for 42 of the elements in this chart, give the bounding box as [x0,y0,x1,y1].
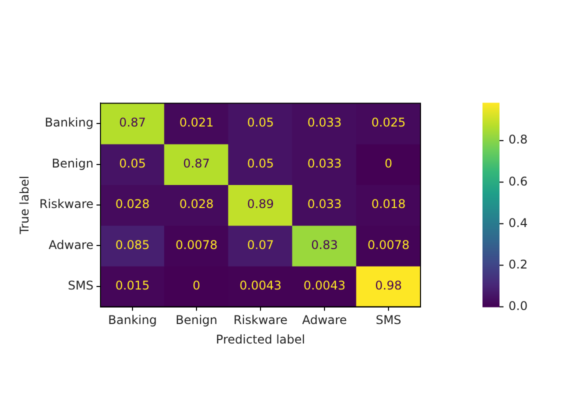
data-label: 0.0078 [175,238,218,252]
data-label: 0 [192,278,200,293]
y-tick-label: Banking [44,116,94,130]
x-tick-label: Benign [176,313,218,328]
data-label: 0.033 [307,197,342,212]
data-label: 0.87 [119,116,146,130]
data-label: 0.05 [247,116,274,130]
x-tick-label: SMS [376,313,402,328]
data-label: 0.0043 [239,278,282,293]
x-tick-label: Riskware [233,313,288,328]
data-label: 0.033 [307,116,342,130]
y-tick-label: SMS [68,278,94,293]
color-bar-label: 0.4 [508,216,528,230]
color-bar-label: 0.8 [508,132,528,147]
y-tick-label: Riskware [39,197,94,212]
y-tick-label: Benign [52,156,94,170]
data-label: 0.028 [179,197,214,212]
x-tick-label: Adware [302,313,347,328]
data-label: 0.021 [179,116,214,130]
data-label: 0.018 [371,197,406,212]
data-label: 0.05 [247,156,274,170]
data-label: 0.89 [247,197,274,212]
data-label: 0.025 [371,116,406,130]
data-label: 0.0078 [368,238,410,252]
data-label: 0.015 [115,278,150,293]
color-bar-label: 0.6 [508,174,528,188]
data-label: 0.028 [115,197,150,212]
data-label: 0.87 [183,156,210,170]
color-bar-label: 0.0 [508,298,528,313]
data-label: 0.98 [375,278,402,293]
data-label: 0.05 [119,156,146,170]
x-axis-title: Predicted label [216,332,306,347]
data-label: 0.033 [307,156,342,170]
data-label: 0.0043 [304,278,346,293]
color-bar-label: 0.2 [508,257,528,272]
x-tick-label: Banking [108,313,157,328]
y-tick-label: Adware [48,238,94,252]
data-label: 0.83 [311,238,338,252]
y-axis-title: True label [17,176,32,236]
data-label: 0.07 [247,238,274,252]
data-label: 0.085 [115,238,150,252]
data-label: 0 [384,156,392,170]
